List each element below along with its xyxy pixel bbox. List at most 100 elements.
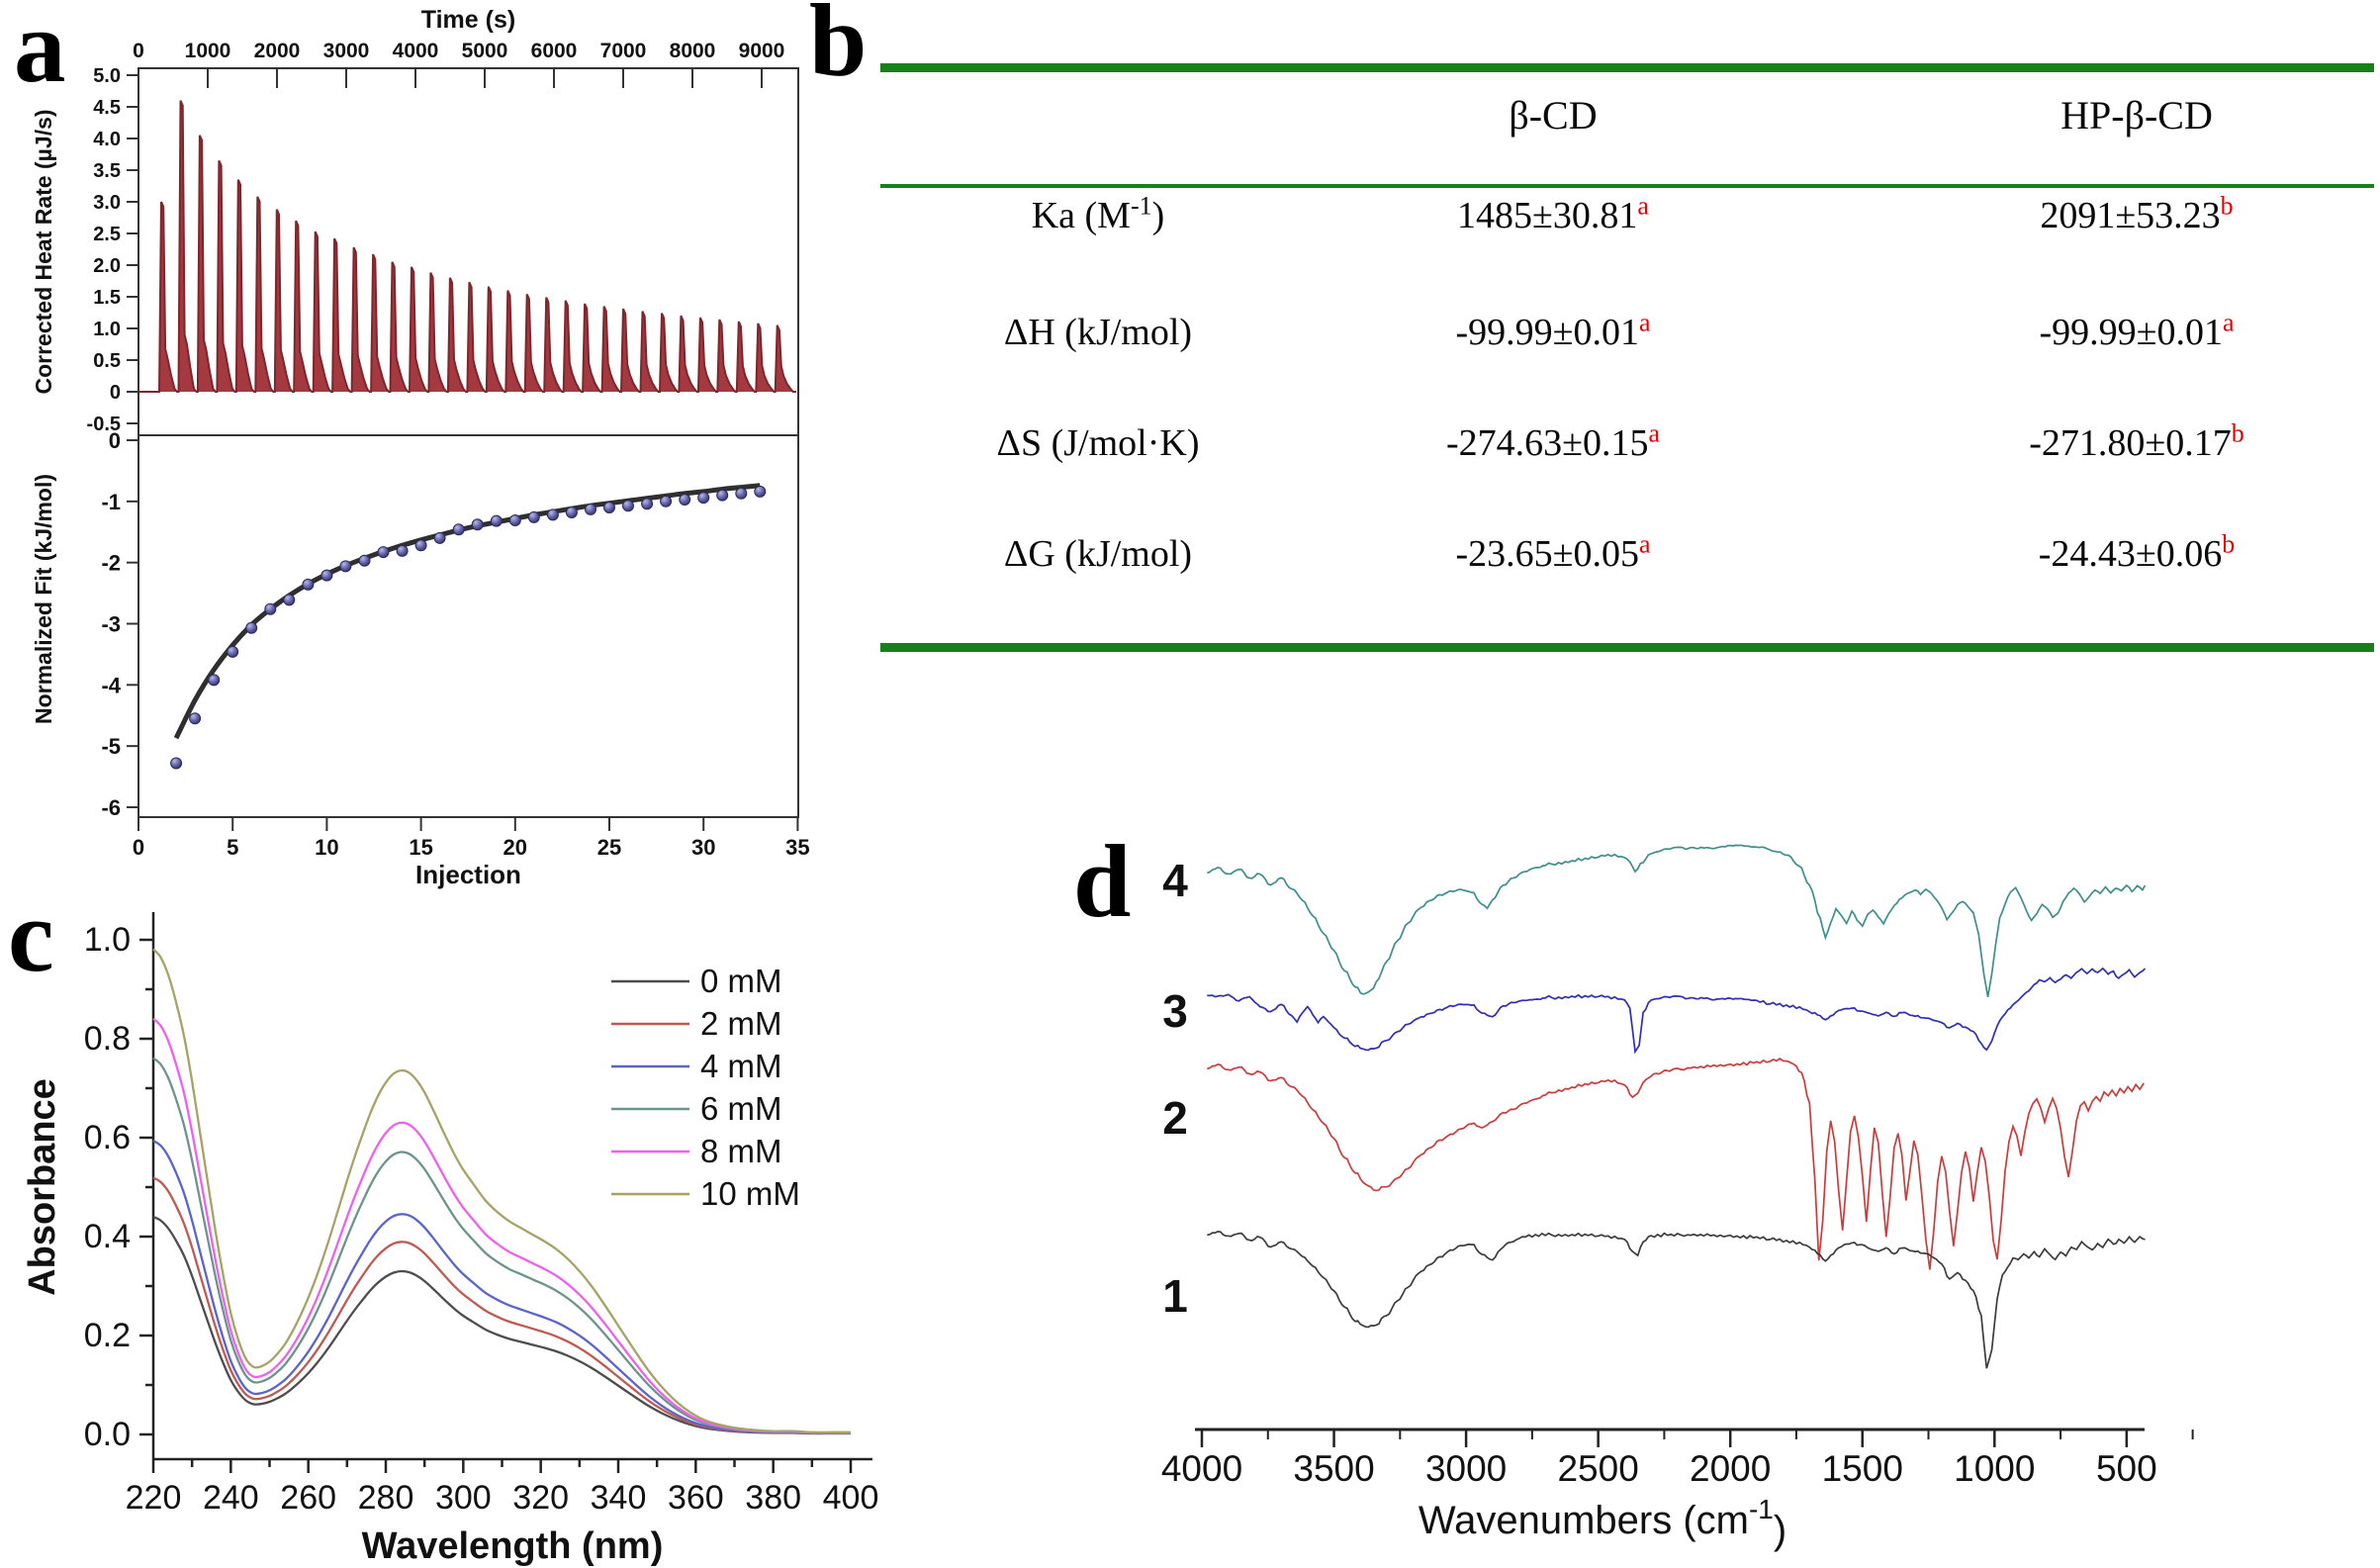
svg-text:0.4: 0.4 bbox=[84, 1218, 131, 1255]
svg-text:5: 5 bbox=[227, 835, 238, 860]
svg-text:240: 240 bbox=[203, 1479, 259, 1517]
svg-text:2000: 2000 bbox=[1690, 1448, 1771, 1489]
svg-text:0: 0 bbox=[110, 382, 121, 404]
panel-label-c: c bbox=[8, 877, 54, 993]
svg-text:6000: 6000 bbox=[531, 40, 578, 62]
svg-text:-1: -1 bbox=[101, 490, 121, 514]
svg-text:0.8: 0.8 bbox=[84, 1020, 131, 1058]
injection-axis-label: Injection bbox=[415, 860, 521, 889]
svg-text:4000: 4000 bbox=[393, 40, 439, 62]
svg-text:8000: 8000 bbox=[670, 40, 716, 62]
svg-text:-4: -4 bbox=[101, 673, 121, 697]
absorbance-axis-label: Absorbance bbox=[22, 1078, 63, 1296]
header-hpbcd: HP-β-CD bbox=[2060, 93, 2213, 138]
table-top-rule bbox=[880, 63, 2374, 72]
svg-text:0.6: 0.6 bbox=[84, 1119, 131, 1156]
svg-text:9000: 9000 bbox=[739, 40, 785, 62]
svg-text:220: 220 bbox=[126, 1479, 182, 1517]
panel-label-d: d bbox=[1073, 823, 1132, 939]
svg-text:0.0: 0.0 bbox=[84, 1416, 131, 1453]
thermo-table-panel: b β-CD HP-β-CD Ka (M-1) 1485±30.81a 2091… bbox=[801, 0, 2380, 692]
svg-text:-3: -3 bbox=[101, 611, 121, 636]
legend-label-0mM: 0 mM bbox=[700, 963, 782, 999]
ftir-trace-3 bbox=[1207, 967, 2147, 1055]
wavelength-axis-label: Wavelength (nm) bbox=[362, 1525, 664, 1567]
ftir-trace-label-3: 3 bbox=[1162, 985, 1188, 1037]
svg-text:2.5: 2.5 bbox=[93, 224, 121, 245]
uvvis-series-4mM bbox=[152, 1140, 851, 1434]
uvvis-axes bbox=[139, 912, 872, 1473]
svg-text:280: 280 bbox=[358, 1479, 414, 1517]
svg-text:25: 25 bbox=[597, 835, 621, 860]
uvvis-chart: 0.0 0.2 0.4 0.6 0.8 1.0 220 240 260 280 300 320 340 3… bbox=[22, 912, 879, 1567]
param-dh: ΔH (kJ/mol) bbox=[1003, 312, 1193, 353]
isotherm-fit-line bbox=[173, 483, 761, 740]
ftir-chart: 4 3 2 1 4000 3500 3000 2500 2000 1500 1000 500 Waven… bbox=[1161, 844, 2194, 1553]
uvvis-series-8mM bbox=[152, 1017, 851, 1434]
svg-text:1.5: 1.5 bbox=[93, 287, 121, 309]
svg-text:1000: 1000 bbox=[1954, 1448, 2035, 1489]
panel-label-a: a bbox=[14, 0, 66, 104]
table-header-rule bbox=[880, 184, 2374, 188]
svg-text:0: 0 bbox=[133, 40, 144, 62]
svg-text:0: 0 bbox=[109, 428, 121, 453]
svg-text:30: 30 bbox=[691, 835, 715, 860]
svg-text:-0.5: -0.5 bbox=[87, 414, 121, 435]
legend-label-10mM: 10 mM bbox=[700, 1175, 800, 1212]
ftir-trace-label-2: 2 bbox=[1162, 1092, 1188, 1144]
svg-text:400: 400 bbox=[823, 1479, 879, 1517]
table-bottom-rule bbox=[880, 643, 2374, 652]
value-dg-hpbcd: -24.43±0.06b bbox=[2038, 529, 2236, 575]
ftir-trace-2 bbox=[1207, 1057, 2145, 1270]
svg-text:7000: 7000 bbox=[600, 40, 647, 62]
svg-text:3000: 3000 bbox=[323, 40, 370, 62]
svg-text:0.2: 0.2 bbox=[84, 1317, 131, 1354]
isotherm-points bbox=[170, 485, 767, 770]
time-axis-title: Time (s) bbox=[421, 6, 515, 34]
svg-text:1000: 1000 bbox=[185, 40, 231, 62]
legend-label-6mM: 6 mM bbox=[700, 1090, 782, 1127]
itc-chart: 0 1000 2000 3000 4000 5000 6000 7000 8000 9000Tim… bbox=[31, 6, 810, 889]
value-ka-hpbcd: 2091±53.23b bbox=[2040, 191, 2234, 236]
value-dg-bcd: -23.65±0.05a bbox=[1455, 529, 1651, 575]
param-ds: ΔS (J/mol·K) bbox=[996, 422, 1200, 464]
svg-text:10: 10 bbox=[315, 835, 338, 860]
header-bcd: β-CD bbox=[1509, 93, 1598, 138]
svg-text:-5: -5 bbox=[101, 734, 121, 759]
thermogram-spikes bbox=[138, 100, 796, 393]
svg-text:1.0: 1.0 bbox=[84, 921, 131, 959]
uvvis-series-10mM bbox=[152, 948, 851, 1434]
svg-text:4000: 4000 bbox=[1161, 1448, 1242, 1489]
svg-text:1500: 1500 bbox=[1822, 1448, 1903, 1489]
value-ka-bcd: 1485±30.81a bbox=[1457, 191, 1649, 236]
itc-axes bbox=[127, 67, 799, 831]
panel-label-b: b bbox=[809, 0, 868, 98]
header-empty bbox=[880, 92, 1316, 138]
svg-text:20: 20 bbox=[503, 835, 527, 860]
uvvis-series-2mM bbox=[152, 1176, 851, 1434]
ftir-trace-label-4: 4 bbox=[1162, 855, 1188, 906]
uvvis-legend: 0 mM 2 mM 4 mM 6 mM 8 mM 10 mM bbox=[611, 963, 800, 1212]
table-row-dg: ΔG (kJ/mol) -23.65±0.05a -24.43±0.06b bbox=[880, 529, 2374, 576]
legend-label-4mM: 4 mM bbox=[700, 1048, 782, 1084]
legend-label-2mM: 2 mM bbox=[700, 1005, 782, 1042]
svg-text:4.0: 4.0 bbox=[93, 129, 121, 150]
param-dg: ΔG (kJ/mol) bbox=[1003, 533, 1193, 575]
svg-text:2500: 2500 bbox=[1557, 1448, 1638, 1489]
ftir-axis bbox=[1195, 1428, 2194, 1447]
svg-text:3.0: 3.0 bbox=[93, 192, 121, 214]
normalized-fit-axis-label: Normalized Fit (kJ/mol) bbox=[31, 474, 56, 724]
svg-text:5.0: 5.0 bbox=[93, 65, 121, 87]
uvvis-series-6mM bbox=[152, 1057, 851, 1434]
svg-text:2000: 2000 bbox=[254, 40, 301, 62]
wavenumbers-axis-label: Wavenumbers (cm-1) bbox=[1419, 1494, 1786, 1553]
param-ka: Ka (M-1) bbox=[1031, 191, 1165, 236]
svg-text:-6: -6 bbox=[101, 795, 121, 820]
value-dh-bcd: -99.99±0.01a bbox=[1455, 308, 1651, 353]
svg-text:360: 360 bbox=[668, 1479, 724, 1517]
thermo-table: β-CD HP-β-CD Ka (M-1) 1485±30.81a 2091±5… bbox=[880, 0, 2374, 692]
ftir-trace-label-1: 1 bbox=[1162, 1270, 1188, 1322]
table-header-row: β-CD HP-β-CD bbox=[880, 92, 2374, 138]
legend-label-8mM: 8 mM bbox=[700, 1133, 782, 1169]
svg-text:35: 35 bbox=[785, 835, 809, 860]
